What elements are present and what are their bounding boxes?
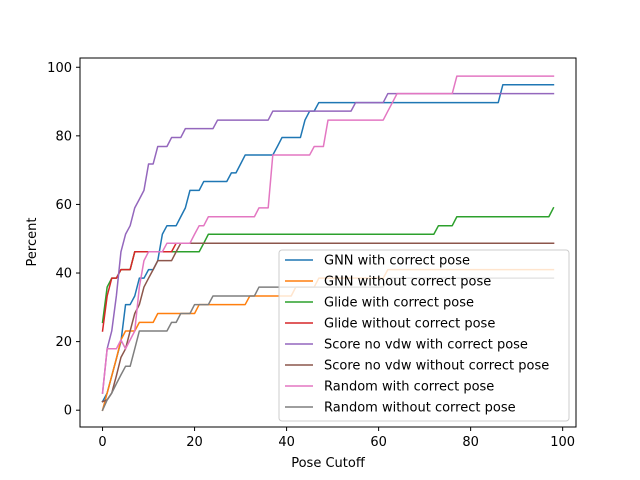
series-line-7 [101,75,555,394]
x-tick-label: 20 [186,435,203,450]
series-line-6 [101,242,555,403]
legend-label-7: Random with correct pose [324,380,494,395]
x-tick-label: 60 [370,435,387,450]
series-line-8 [101,277,555,412]
legend-label-2: GNN without correct pose [324,275,491,290]
x-axis-ticks: 0 20 40 60 80 100 [98,427,575,450]
y-tick-label: 20 [55,335,72,350]
x-tick-label: 80 [462,435,479,450]
x-tick-label: 0 [98,435,106,450]
y-tick-label: 60 [55,198,72,213]
y-tick-label: 0 [64,404,72,419]
legend-label-4: Glide without correct pose [324,317,495,332]
series-line-5 [101,92,555,394]
plot-area-frame [79,57,577,428]
legend-label-3: Glide with correct pose [324,296,474,311]
legend-label-5: Score no vdw with correct pose [324,338,528,353]
plot-lines [101,75,555,412]
x-tick-label: 100 [550,435,575,450]
legend: GNN with correct pose GNN without correct… [278,249,570,422]
y-axis-ticks: 0 20 40 60 80 100 [47,61,80,419]
y-tick-label: 100 [47,61,72,76]
legend-frame [278,249,570,422]
y-tick-label: 80 [55,129,72,144]
series-line-1 [101,84,555,403]
series-line-4 [101,242,555,332]
y-tick-label: 40 [55,267,72,282]
legend-label-8: Random without correct pose [324,401,516,416]
legend-label-1: GNN with correct pose [324,254,470,269]
y-axis-label: Percent [25,218,40,267]
legend-label-6: Score no vdw without correct pose [324,359,549,374]
x-tick-label: 40 [278,435,295,450]
x-axis-label: Pose Cutoff [291,456,366,471]
